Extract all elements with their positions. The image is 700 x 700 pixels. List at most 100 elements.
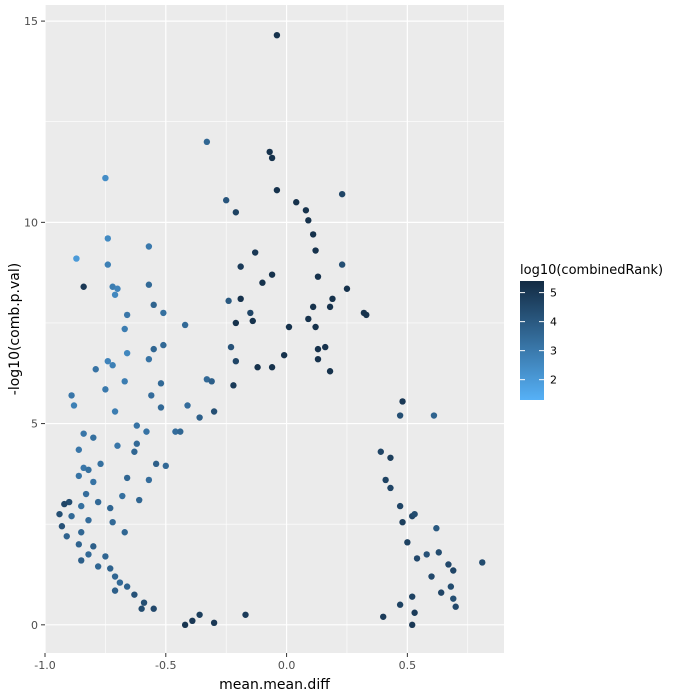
data-point <box>302 207 310 214</box>
data-point <box>92 366 99 373</box>
colorbar <box>520 281 544 400</box>
data-point <box>109 362 116 369</box>
data-point <box>387 484 394 492</box>
x-tick-label: 0.0 <box>278 659 296 672</box>
data-point <box>479 559 486 566</box>
x-axis: -1.0 -0.5 0.0 0.5 <box>34 653 416 672</box>
data-point <box>75 541 83 548</box>
data-points <box>56 31 486 629</box>
data-point <box>65 498 73 506</box>
data-point <box>230 382 237 389</box>
data-point <box>80 430 87 437</box>
data-point <box>208 378 215 385</box>
data-point <box>314 355 322 363</box>
data-point <box>312 323 319 331</box>
data-point <box>78 502 85 510</box>
data-point <box>102 386 109 393</box>
data-point <box>143 428 150 435</box>
data-point <box>68 392 75 399</box>
data-point <box>242 611 249 618</box>
data-point <box>148 392 155 399</box>
data-point <box>58 523 66 530</box>
data-point <box>136 496 143 504</box>
data-point <box>268 364 276 371</box>
data-point <box>107 504 114 512</box>
data-point <box>133 422 140 429</box>
data-point <box>189 617 196 625</box>
data-point <box>145 476 153 484</box>
data-point <box>114 442 121 449</box>
data-point <box>68 512 75 520</box>
data-point <box>314 273 322 280</box>
data-point <box>97 460 104 468</box>
data-point <box>237 263 244 270</box>
data-point <box>152 460 160 468</box>
data-point <box>80 283 87 290</box>
x-tick-label: -1.0 <box>34 659 55 672</box>
data-point <box>94 563 102 570</box>
y-axis: 0 5 10 15 <box>24 15 45 632</box>
legend-title: log10(combinedRank) <box>520 263 663 278</box>
data-point <box>329 295 336 303</box>
data-point <box>232 319 240 327</box>
data-point <box>326 303 334 311</box>
data-point <box>133 440 140 447</box>
data-point <box>222 197 230 204</box>
data-point <box>138 605 145 612</box>
data-point <box>447 583 455 590</box>
x-tick-label: -0.5 <box>155 659 176 672</box>
data-point <box>181 321 189 329</box>
data-point <box>309 303 317 311</box>
data-point <box>94 498 102 506</box>
data-point <box>116 579 124 586</box>
y-tick-label: 10 <box>24 216 38 229</box>
data-point <box>140 599 148 606</box>
data-point <box>210 408 218 415</box>
data-point <box>314 345 322 353</box>
data-point <box>411 609 418 616</box>
data-point <box>162 462 169 470</box>
data-point <box>445 561 452 568</box>
data-point <box>409 621 416 629</box>
data-point <box>210 619 218 627</box>
data-point <box>305 315 312 323</box>
data-point <box>123 349 131 357</box>
data-point <box>411 510 418 518</box>
data-point <box>396 601 404 608</box>
data-point <box>450 595 457 602</box>
data-point <box>131 448 138 455</box>
data-point <box>70 402 78 409</box>
data-point <box>111 291 119 298</box>
data-point <box>111 408 119 415</box>
data-point <box>82 490 90 498</box>
data-point <box>102 174 109 182</box>
data-point <box>184 402 191 409</box>
data-point <box>102 553 109 560</box>
data-point <box>266 148 273 156</box>
data-point <box>203 138 211 146</box>
x-axis-title: mean.mean.diff <box>219 677 330 693</box>
data-point <box>111 587 119 594</box>
data-point <box>145 243 153 250</box>
colorbar-tick-label: 4 <box>550 316 557 329</box>
data-point <box>75 472 83 480</box>
data-point <box>273 31 281 39</box>
data-point <box>80 464 87 472</box>
data-point <box>450 567 457 574</box>
data-point <box>78 557 85 564</box>
x-tick-label: 0.5 <box>399 659 417 672</box>
data-point <box>90 434 97 441</box>
data-point <box>268 271 276 278</box>
data-point <box>121 325 128 333</box>
data-point <box>254 364 261 371</box>
data-point <box>56 510 63 518</box>
data-point <box>145 355 153 363</box>
data-point <box>150 301 157 309</box>
data-point <box>338 190 346 198</box>
minor-gridlines <box>45 5 504 653</box>
data-point <box>259 279 266 286</box>
data-point <box>273 186 281 194</box>
data-point <box>409 593 416 600</box>
data-point <box>121 529 128 536</box>
